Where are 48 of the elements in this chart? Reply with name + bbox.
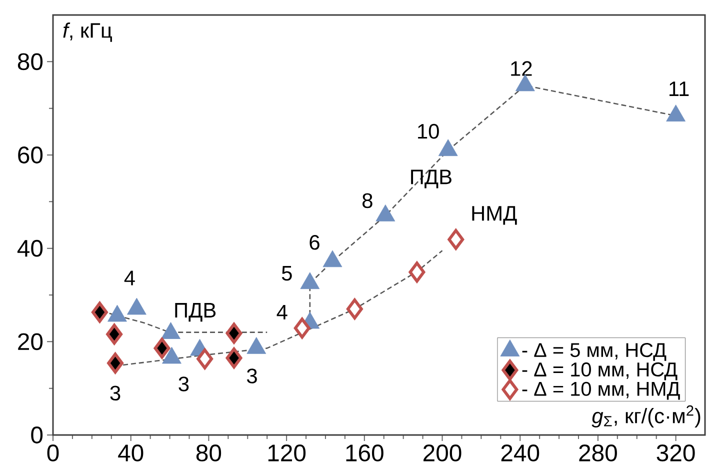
x-tick-label: 40 [118,444,144,462]
annotation: 8 [362,193,372,208]
x-tick-label: 240 [501,444,540,462]
x-tick-label: 200 [424,444,462,462]
point [294,318,310,339]
point [438,139,458,156]
annotation: 4 [124,270,135,286]
annotation: 4 [276,304,288,320]
point [226,322,242,344]
x-tick-label: 80 [196,444,222,462]
point [666,104,686,122]
annotation: ПДВ [411,170,452,188]
x-tick-label: 120 [268,444,306,462]
point [91,302,108,323]
point [408,262,426,283]
annotation: НМД [472,206,517,225]
y-tick-label: 60 [18,146,43,164]
y-tick-label: 0 [31,426,43,444]
annotation: ПДВ [175,303,216,322]
y-tick-label: 20 [18,333,43,350]
legend-label: - Δ = 10 мм, НСД [522,362,678,380]
annotation: 3 [246,368,257,384]
x-tick-label: 320 [656,444,695,462]
y-tick-label: 40 [17,240,43,257]
y-tick-label: 80 [18,53,43,70]
point [515,74,535,92]
annotation: 11 [670,82,689,96]
annotation: 3 [178,376,189,392]
annotation: 6 [310,234,320,250]
point [376,204,396,222]
x-tick-label: 280 [579,444,617,462]
x-tick-label: 160 [346,444,384,462]
annotation: 12 [511,61,532,76]
x-tick-label: 0 [47,444,59,462]
point [226,348,242,368]
point [107,352,124,374]
point [196,348,214,370]
legend-label: - Δ = 10 мм, НМД [522,382,680,400]
x-axis-title: g$_{Σ}$, кг/(с·м$^{2}$) [592,405,700,428]
point [346,298,363,320]
point [154,338,170,359]
annotation: 5 [282,266,292,281]
legend-label: - Δ = 5 мм, НСД [522,343,666,361]
y-axis-title: f, кГц [63,22,112,42]
annotation: 10 [418,124,439,139]
annotation: 3 [110,386,120,401]
point [106,324,123,345]
point [448,229,464,250]
